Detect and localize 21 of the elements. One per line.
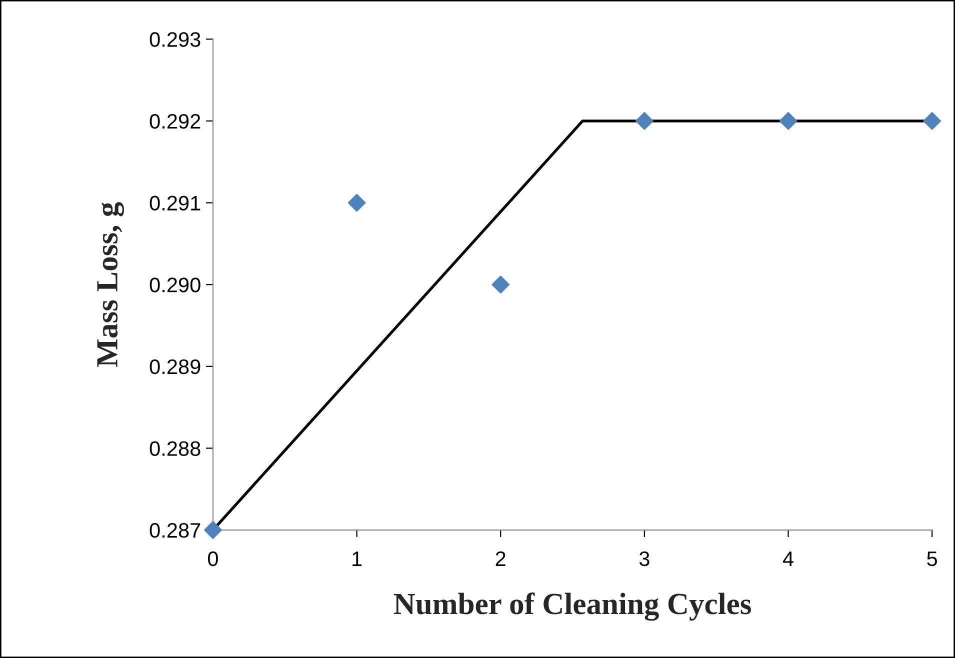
- y-axis-title: Mass Loss, g: [97, 202, 124, 367]
- point: [923, 112, 941, 130]
- x-tick-label: 5: [927, 552, 937, 566]
- y-tick-label: 0.289: [150, 359, 200, 374]
- point: [636, 112, 654, 130]
- point: [492, 276, 510, 294]
- x-tick-label: 4: [782, 552, 794, 566]
- y-tick-label: 0.288: [150, 441, 200, 456]
- y-tick-label: 0.290: [150, 278, 200, 292]
- x-tick-label: 3: [639, 551, 650, 566]
- x-axis-title: Number of Cleaning Cycles: [394, 592, 752, 621]
- y-tick-label: 0.291: [150, 196, 200, 211]
- y-tick-label: 0.292: [150, 114, 200, 129]
- point: [204, 521, 222, 539]
- x-tick-label: 1: [352, 552, 362, 566]
- y-tick-label: 0.293: [150, 32, 200, 47]
- point: [348, 194, 366, 212]
- x-tick-label: 0: [208, 551, 218, 566]
- y-tick-label: 0.287: [150, 523, 200, 538]
- x-tick-label: 2: [496, 551, 506, 566]
- point: [779, 112, 798, 130]
